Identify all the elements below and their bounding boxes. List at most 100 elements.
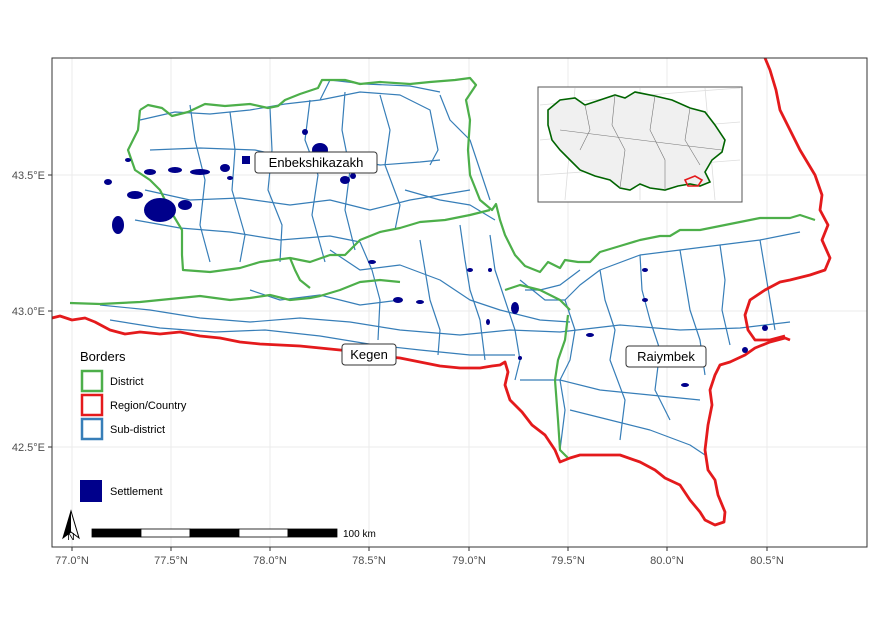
settlement-marker: [127, 191, 143, 199]
settlement-marker: [642, 268, 648, 272]
settlements: [104, 129, 768, 387]
y-tick-label: 42.5°E: [12, 442, 45, 454]
subdistrict-line: [520, 379, 701, 401]
settlement-marker: [762, 325, 768, 331]
x-tick-label: 78.5°N: [352, 555, 386, 567]
legend-title: Borders: [80, 349, 126, 364]
subdistrict-line: [719, 244, 731, 346]
legend: Borders District Region/Country Sub-dist…: [80, 349, 187, 502]
inset-highlight: [683, 175, 704, 187]
district-borders: [69, 76, 816, 459]
settlement-marker: [302, 129, 308, 135]
y-tick-label: 43.5°E: [12, 170, 45, 182]
district-label-text: Enbekshikazakh: [269, 155, 364, 170]
settlement-marker: [190, 169, 210, 175]
settlement-marker: [393, 297, 403, 303]
settlement-marker: [340, 176, 350, 184]
settlement-marker: [681, 383, 689, 387]
region-country-borders: [52, 58, 832, 527]
settlement-marker: [242, 156, 250, 164]
subdistrict-line: [189, 104, 211, 263]
legend-key-settlement: [80, 480, 102, 502]
subdistrict-line: [99, 304, 791, 336]
legend-key-region: [80, 393, 104, 417]
district-border-kegen: [69, 278, 401, 306]
legend-key-district: [80, 369, 104, 393]
x-tick-label: 80.5°N: [750, 555, 784, 567]
settlement-marker: [511, 302, 519, 314]
district-border-raiymbek: [553, 314, 570, 459]
settlement-marker: [125, 158, 131, 162]
subdistrict-line: [569, 409, 706, 456]
legend-label-district: District: [110, 376, 144, 388]
settlement-marker: [642, 298, 648, 302]
settlement-marker: [518, 356, 522, 360]
subdistrict-line: [489, 234, 521, 381]
subdistrict-line: [419, 239, 441, 356]
inset-country-outline: [547, 91, 726, 191]
settlement-marker: [227, 176, 233, 180]
district-border-enbekshikazakh: [139, 76, 816, 274]
subdistrict-line: [525, 269, 581, 291]
district-label-text: Kegen: [350, 347, 388, 362]
y-tick-label: 43.0°E: [12, 306, 45, 318]
settlement-marker: [467, 268, 473, 272]
settlement-marker: [488, 268, 492, 272]
subdistrict-line: [144, 189, 471, 211]
subdistrict-line: [759, 239, 776, 331]
settlement-marker: [144, 169, 156, 175]
subdistrict-line: [359, 241, 381, 341]
subdistrict-line: [599, 269, 626, 441]
district-label-enbekshikazakh: Enbekshikazakh: [254, 151, 378, 174]
x-tick-label: 78.0°N: [253, 555, 287, 567]
legend-label-subdistrict: Sub-district: [110, 424, 165, 436]
district-border-south: [288, 257, 311, 289]
settlement-marker: [144, 198, 176, 222]
settlement-marker: [486, 319, 490, 325]
settlement-marker: [112, 216, 124, 234]
settlement-marker: [742, 347, 748, 353]
district-label-raiymbek: Raiymbek: [625, 345, 707, 368]
x-tick-label: 80.0°N: [650, 555, 684, 567]
settlement-marker: [586, 333, 594, 337]
settlement-marker: [220, 164, 230, 172]
x-tick-label: 79.0°N: [452, 555, 486, 567]
subdistrict-line: [639, 254, 671, 421]
settlement-marker: [104, 179, 112, 185]
north-arrow-label: N: [67, 532, 74, 543]
map-panel: [52, 58, 867, 547]
region-border-south: [52, 314, 791, 527]
x-tick-label: 79.5°N: [551, 555, 585, 567]
subdistrict-line: [267, 107, 283, 263]
subdistrict-line: [329, 249, 571, 323]
settlement-marker: [350, 173, 356, 179]
subdistrict-line: [304, 99, 326, 263]
inset-map: [537, 86, 743, 203]
subdistrict-line: [559, 299, 576, 451]
subdistrict-line: [229, 111, 246, 263]
settlement-marker: [368, 260, 376, 264]
subdistrict-line: [519, 231, 801, 301]
settlement-marker: [178, 200, 192, 210]
district-label-kegen: Kegen: [341, 343, 397, 366]
settlement-marker: [168, 167, 182, 173]
legend-key-subdistrict: [80, 417, 104, 441]
legend-label-settlement: Settlement: [110, 486, 163, 498]
district-border-kegen-raiymbek: [504, 283, 571, 311]
scale-bar: 100 km: [91, 528, 376, 540]
district-label-text: Raiymbek: [637, 349, 695, 364]
subdistrict-line: [134, 219, 361, 243]
x-axis-tick-labels: 77.0°N 77.5°N 78.0°N 78.5°N 79.0°N 79.5°…: [55, 555, 784, 567]
x-tick-label: 77.0°N: [55, 555, 89, 567]
settlement-marker: [416, 300, 424, 304]
legend-label-region: Region/Country: [110, 400, 187, 412]
scale-bar-label: 100 km: [343, 529, 376, 540]
tick-marks: [48, 174, 768, 551]
region-border-east: [743, 58, 832, 342]
subdistrict-line: [439, 94, 491, 201]
panel-border: [51, 57, 868, 548]
north-arrow: N: [62, 509, 80, 543]
y-axis-tick-labels: 43.5°E 43.0°E 42.5°E: [12, 170, 45, 454]
district-border-enbekshikazakh-west: [126, 109, 491, 274]
